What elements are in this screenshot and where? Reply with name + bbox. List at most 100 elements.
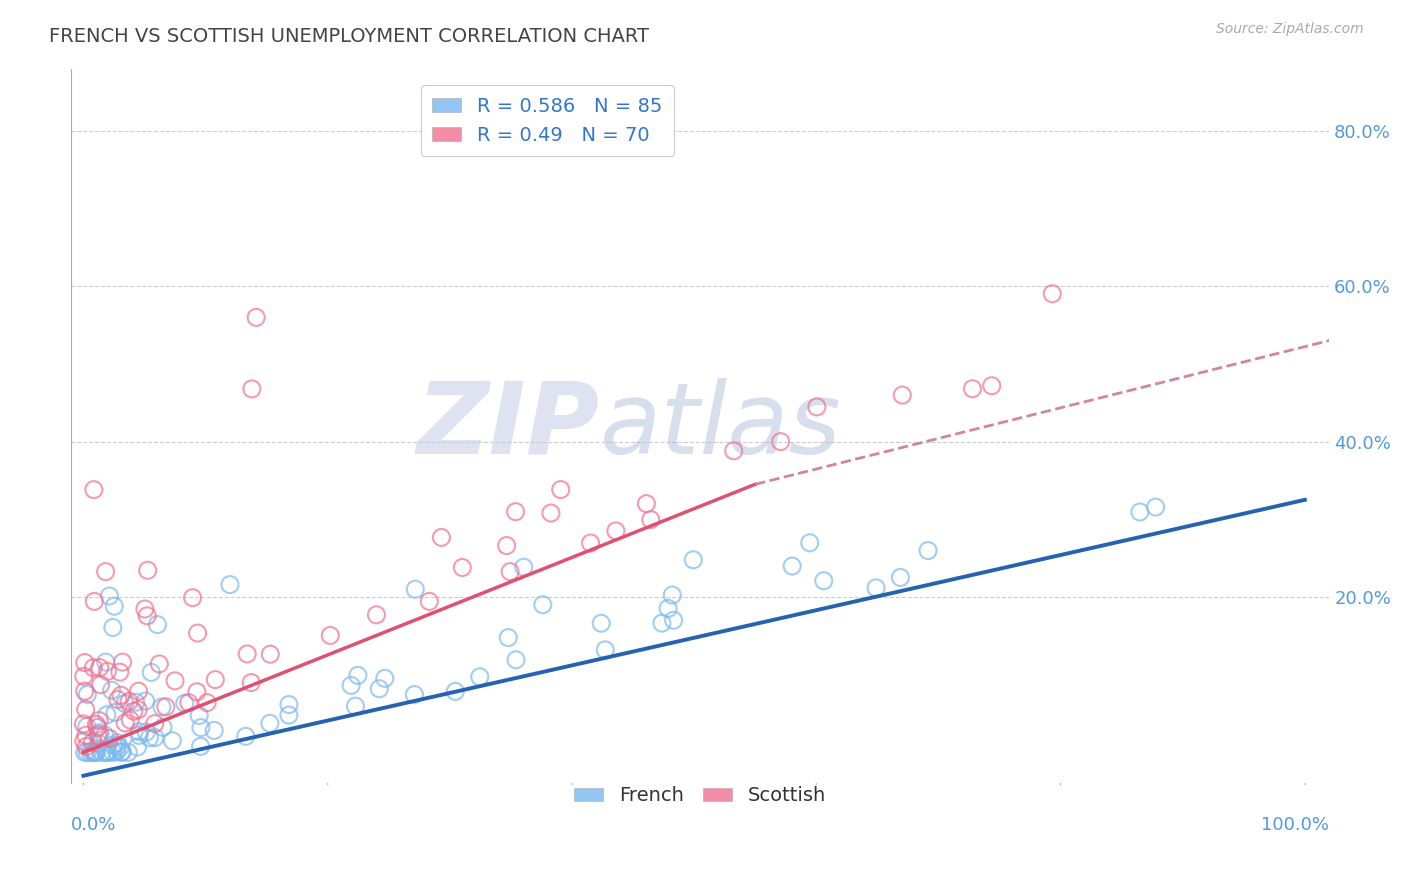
Point [1144,500,1167,514]
Point [79,746,101,760]
Point [104,706,127,720]
Point [636,497,658,511]
Point [404,688,426,702]
Point [146,617,169,632]
Point [128,728,150,742]
Point [75,739,97,754]
Point [86,717,108,731]
Point [87,737,110,751]
Point [76,720,98,734]
Point [148,657,170,671]
Point [889,570,911,584]
Point [404,582,426,597]
Point [90,746,112,760]
Point [181,591,204,605]
Legend: French, Scottish: French, Scottish [567,779,834,814]
Point [105,744,128,758]
Point [195,696,218,710]
Point [187,626,209,640]
Point [865,581,887,595]
Point [163,673,186,688]
Point [277,708,299,723]
Point [84,746,107,760]
Point [190,739,212,754]
Point [799,536,821,550]
Point [259,647,281,661]
Point [114,697,136,711]
Point [813,574,835,588]
Point [110,688,132,702]
Point [513,560,536,574]
Point [591,616,613,631]
Point [127,703,149,717]
Point [122,704,145,718]
Point [135,694,157,708]
Point [101,620,124,634]
Point [162,733,184,747]
Point [107,692,129,706]
Point [806,400,828,414]
Point [111,745,134,759]
Point [86,720,108,734]
Point [89,660,111,674]
Point [143,716,166,731]
Point [76,746,98,760]
Text: ZIP: ZIP [416,377,599,475]
Point [344,699,367,714]
Point [72,717,94,731]
Point [202,723,225,738]
Point [82,661,104,675]
Point [723,443,745,458]
Point [87,714,110,728]
Point [177,696,200,710]
Point [780,559,803,574]
Point [505,653,527,667]
Point [83,746,105,760]
Point [240,382,263,396]
Point [451,560,474,574]
Point [100,683,122,698]
Point [96,665,118,679]
Point [94,565,117,579]
Point [118,694,141,708]
Point [82,746,104,760]
Point [75,728,97,742]
Point [468,670,491,684]
Point [111,655,134,669]
Point [98,731,121,746]
Point [190,721,212,735]
Point [110,746,132,760]
Point [259,716,281,731]
Text: atlas: atlas [599,377,841,475]
Point [108,741,131,756]
Point [219,577,242,591]
Point [891,388,914,402]
Point [136,563,159,577]
Text: Source: ZipAtlas.com: Source: ZipAtlas.com [1216,22,1364,37]
Point [114,715,136,730]
Point [496,631,519,645]
Point [240,675,263,690]
Point [368,681,391,696]
Point [96,707,118,722]
Point [1040,286,1063,301]
Point [125,695,148,709]
Point [96,745,118,759]
Point [245,310,267,325]
Point [73,669,96,683]
Point [319,628,342,642]
Point [657,601,679,615]
Point [173,696,195,710]
Point [661,588,683,602]
Point [141,665,163,680]
Point [188,708,211,723]
Point [83,483,105,497]
Point [73,746,96,760]
Point [143,731,166,745]
Point [75,702,97,716]
Point [374,671,396,685]
Point [540,506,562,520]
Point [84,746,107,760]
Point [499,565,522,579]
Point [97,746,120,760]
